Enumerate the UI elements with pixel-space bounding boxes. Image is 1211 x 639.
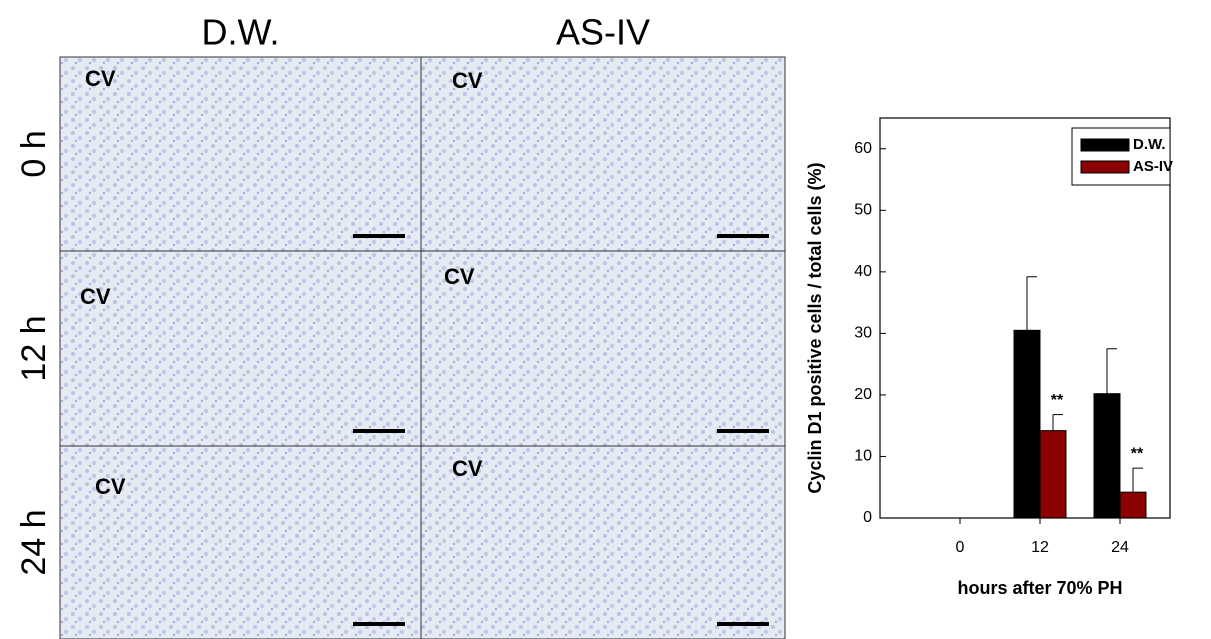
cv-label: CV: [452, 68, 483, 93]
bar: [1013, 329, 1041, 519]
legend-swatch: [1080, 160, 1130, 174]
cv-label: CV: [85, 66, 116, 91]
micrograph: [59, 56, 422, 252]
y-tick-label: 30: [854, 325, 872, 342]
legend-swatch: [1080, 138, 1130, 152]
y-tick-label: 50: [854, 202, 872, 219]
x-tick-label: 0: [956, 539, 965, 556]
legend-box: [1071, 127, 1171, 186]
significance-label: **: [1051, 392, 1064, 409]
cv-label: CV: [95, 474, 126, 499]
micrograph: [420, 56, 786, 252]
micrograph: [59, 445, 422, 639]
bar-chart: 0 10 20 30 40 50 60 Cyclin D1 positive cells / …: [805, 117, 1173, 598]
x-tick-label: 24: [1111, 539, 1129, 556]
row-label: 0 h: [15, 130, 53, 177]
bar: [1039, 430, 1067, 519]
cv-label: CV: [444, 264, 475, 289]
bar: [1093, 393, 1121, 519]
y-tick-label: 0: [863, 509, 872, 526]
cv-label: CV: [452, 456, 483, 481]
column-title: AS-IV: [556, 12, 650, 53]
bar: [1119, 491, 1147, 519]
legend-label: D.W.: [1133, 136, 1166, 153]
x-axis-title: hours after 70% PH: [957, 578, 1122, 598]
column-title: D.W.: [202, 12, 280, 53]
micrograph-grid: D.W. AS-IV 0 h CV CV 12 h CV CV 24 h CV CV: [15, 12, 786, 639]
y-axis-title: Cyclin D1 positive cells / total cells (…: [805, 162, 825, 493]
x-tick-label: 12: [1031, 539, 1049, 556]
row-label: 24 h: [15, 509, 53, 575]
y-tick-label: 60: [854, 140, 872, 157]
micrograph: [420, 445, 786, 639]
y-tick-label: 20: [854, 386, 872, 403]
micrograph: [420, 250, 786, 447]
y-tick-label: 10: [854, 448, 872, 465]
row-label: 12 h: [15, 315, 53, 381]
micrograph: [59, 250, 422, 447]
significance-label: **: [1131, 445, 1144, 462]
y-tick-label: 40: [854, 263, 872, 280]
cv-label: CV: [80, 284, 111, 309]
legend-label: AS-IV: [1133, 158, 1173, 175]
